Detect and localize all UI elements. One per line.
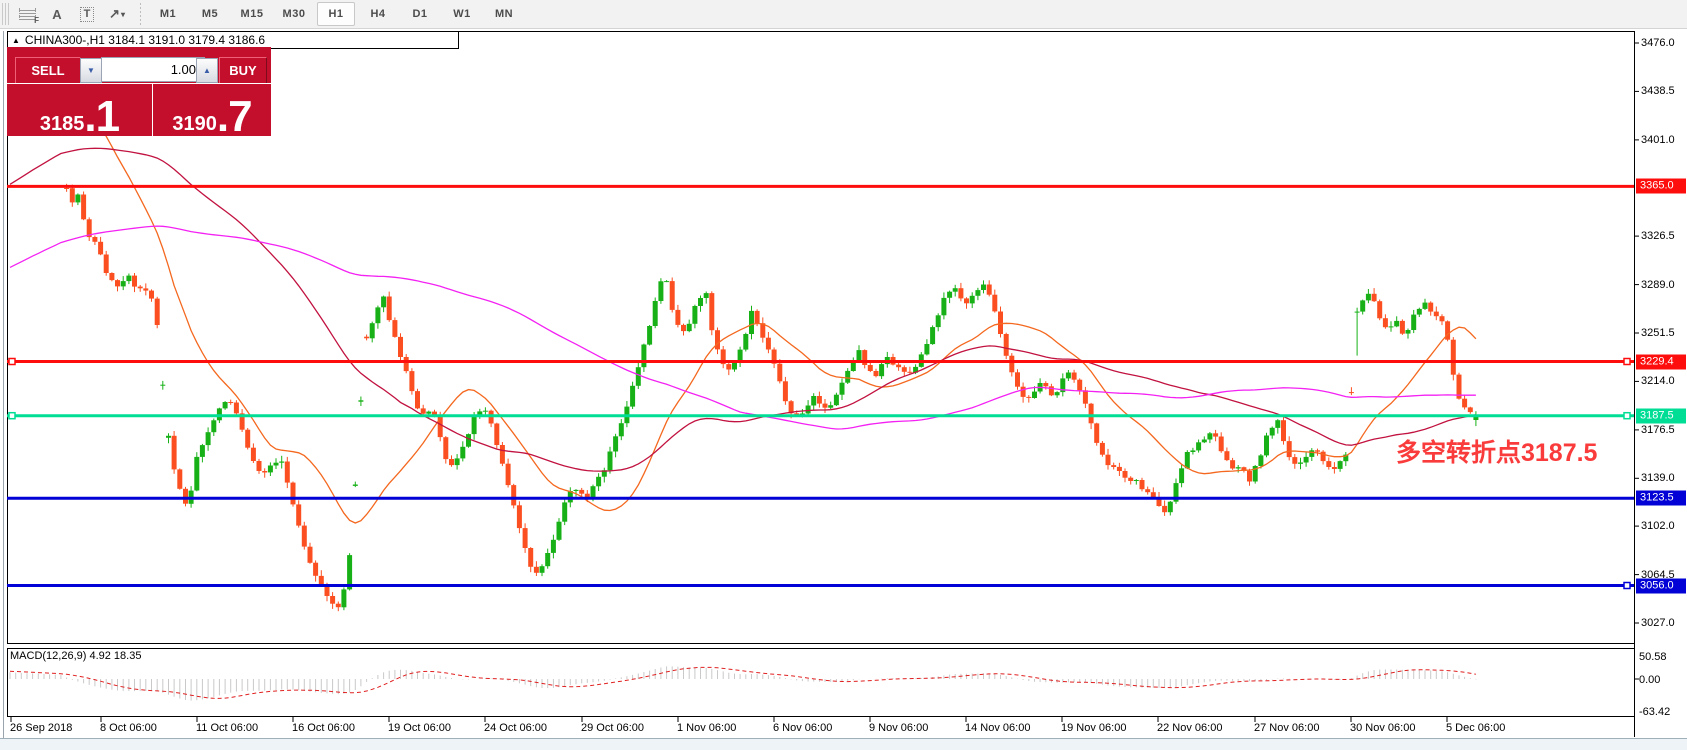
buy-price-main: 3190 xyxy=(172,113,217,135)
grid-hatch-icon xyxy=(19,8,36,20)
price-tick-label: 3139.0 xyxy=(1641,472,1675,484)
trade-panel-divider xyxy=(7,83,271,84)
timeframe-button-h1[interactable]: H1 xyxy=(317,2,355,26)
volume-decrease-button[interactable]: ▼ xyxy=(80,58,102,83)
date-tick-label: 6 Nov 06:00 xyxy=(773,722,832,734)
collapse-triangle-icon[interactable]: ▲ xyxy=(12,36,20,45)
buy-price-pips: .7 xyxy=(217,99,252,135)
sell-price-display[interactable]: 3185 .1 xyxy=(7,85,152,136)
toolbar-grip-handle[interactable] xyxy=(2,3,10,25)
timeframe-button-h4[interactable]: H4 xyxy=(359,2,397,26)
sell-price-pips: .1 xyxy=(84,99,119,135)
date-tick-label: 16 Oct 06:00 xyxy=(292,722,355,734)
price-tick-label: 3289.0 xyxy=(1641,279,1675,291)
trendline-glyph: ↗ xyxy=(109,6,120,22)
buy-button[interactable]: BUY xyxy=(219,57,267,84)
timeframe-button-w1[interactable]: W1 xyxy=(443,2,481,26)
macd-tick-label: 50.58 xyxy=(1639,651,1667,663)
window-bottom-strip xyxy=(0,738,1687,750)
crosshair-grid-tool-icon[interactable]: F xyxy=(14,3,40,25)
date-tick-label: 30 Nov 06:00 xyxy=(1350,722,1415,734)
one-click-trade-panel: SELL ▼ 1.00 ▲ BUY 3185 .1 3190 .7 xyxy=(7,47,271,136)
price-line-badge: 3187.5 xyxy=(1636,408,1686,423)
price-line-badge: 3229.4 xyxy=(1636,354,1686,369)
timeframe-button-m1[interactable]: M1 xyxy=(149,2,187,26)
price-line-badge: 3056.0 xyxy=(1636,578,1686,593)
date-tick-label: 27 Nov 06:00 xyxy=(1254,722,1319,734)
date-tick-label: 14 Nov 06:00 xyxy=(965,722,1030,734)
timeframe-button-m5[interactable]: M5 xyxy=(191,2,229,26)
date-tick-label: 24 Oct 06:00 xyxy=(484,722,547,734)
hline-handle[interactable] xyxy=(9,359,15,365)
volume-input[interactable]: 1.00 xyxy=(101,57,205,82)
date-tick-label: 19 Nov 06:00 xyxy=(1061,722,1126,734)
toolbar-separator xyxy=(140,3,141,25)
date-tick-label: 11 Oct 06:00 xyxy=(196,722,258,734)
hline-handle[interactable] xyxy=(1624,359,1630,365)
price-tick-label: 3476.0 xyxy=(1641,37,1675,49)
price-tick-label: 3251.5 xyxy=(1641,327,1675,339)
price-tick-label: 3102.0 xyxy=(1641,520,1675,532)
date-tick-label: 1 Nov 06:00 xyxy=(677,722,736,734)
buy-price-display[interactable]: 3190 .7 xyxy=(153,85,271,136)
sell-price-main: 3185 xyxy=(40,113,85,135)
hline-handle[interactable] xyxy=(1624,583,1630,589)
trendline-tool-icon[interactable]: ↗ ▾ xyxy=(104,3,130,25)
date-tick-label: 26 Sep 2018 xyxy=(10,722,72,734)
grid-f-glyph: F xyxy=(34,16,39,25)
price-tick-label: 3214.0 xyxy=(1641,375,1675,387)
price-line-badge: 3365.0 xyxy=(1636,179,1686,194)
timeframe-button-m15[interactable]: M15 xyxy=(233,2,271,26)
text-box-tool-icon[interactable]: T xyxy=(74,3,100,25)
date-tick-label: 29 Oct 06:00 xyxy=(581,722,644,734)
volume-increase-button[interactable]: ▲ xyxy=(196,58,218,83)
date-tick-label: 9 Nov 06:00 xyxy=(869,722,928,734)
price-tick-label: 3176.5 xyxy=(1641,424,1675,436)
symbol-ohlc-title: CHINA300-,H1 3184.1 3191.0 3179.4 3186.6 xyxy=(25,33,265,47)
timeframe-button-m30[interactable]: M30 xyxy=(275,2,313,26)
date-tick-label: 5 Dec 06:00 xyxy=(1446,722,1505,734)
timeframe-button-d1[interactable]: D1 xyxy=(401,2,439,26)
chevron-down-icon[interactable]: ▾ xyxy=(121,10,125,19)
date-tick-label: 8 Oct 06:00 xyxy=(100,722,157,734)
macd-indicator-label: MACD(12,26,9) 4.92 18.35 xyxy=(10,650,141,662)
price-tick-label: 3326.5 xyxy=(1641,230,1675,242)
price-tick-label: 3438.5 xyxy=(1641,85,1675,97)
hline-handle[interactable] xyxy=(1624,413,1630,419)
t-glyph: T xyxy=(80,7,95,22)
hline-handle[interactable] xyxy=(9,413,15,419)
pivot-annotation-text: 多空转折点3187.5 xyxy=(1396,433,1597,469)
date-tick-label: 22 Nov 06:00 xyxy=(1157,722,1222,734)
price-line-badge: 3123.5 xyxy=(1636,491,1686,506)
macd-frame xyxy=(8,649,1635,717)
macd-tick-label: 0.00 xyxy=(1639,674,1660,686)
timeframe-button-mn[interactable]: MN xyxy=(485,2,523,26)
price-tick-label: 3027.0 xyxy=(1641,617,1675,629)
sell-button[interactable]: SELL xyxy=(15,57,81,84)
date-tick-label: 19 Oct 06:00 xyxy=(388,722,451,734)
macd-tick-label: -63.42 xyxy=(1639,706,1670,718)
price-tick-label: 3401.0 xyxy=(1641,134,1675,146)
text-label-tool-icon[interactable]: A xyxy=(44,3,70,25)
